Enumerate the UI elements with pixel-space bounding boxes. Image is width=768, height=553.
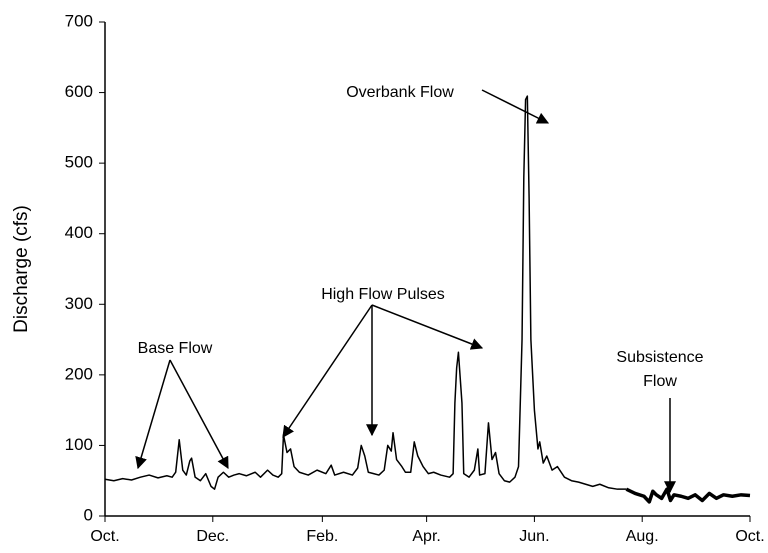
x-tick-label: Aug.	[626, 528, 659, 545]
y-tick-label: 200	[65, 364, 93, 383]
flow-line	[104, 95, 627, 490]
annotation: Flow	[643, 373, 677, 390]
y-tick-label: 300	[65, 294, 93, 313]
y-tick-label: 100	[65, 435, 93, 454]
annotation: Base Flow	[138, 340, 213, 357]
x-tick-label: Jun.	[519, 528, 549, 545]
x-tick-label: Dec.	[196, 528, 229, 545]
x-tick-label: Oct.	[90, 528, 119, 545]
annotation-arrow	[169, 359, 229, 470]
x-tick-label: Apr.	[412, 528, 440, 545]
x-tick-label: Feb.	[306, 528, 338, 545]
annotation: High Flow Pulses	[321, 286, 445, 303]
flow-line	[625, 487, 751, 504]
x-tick-label: Oct.	[735, 528, 764, 545]
annotation: Overbank Flow	[346, 84, 454, 101]
y-tick-label: 0	[84, 505, 93, 524]
y-tick-label: 700	[65, 11, 93, 30]
annotation: Subsistence	[616, 349, 703, 366]
annotation-arrow	[481, 89, 550, 124]
y-tick-label: 400	[65, 223, 93, 242]
annotation-arrow	[135, 359, 171, 470]
annotation-arrow	[282, 304, 373, 438]
y-axis-label: Discharge (cfs)	[11, 205, 32, 333]
y-tick-label: 500	[65, 153, 93, 172]
y-tick-label: 600	[65, 82, 93, 101]
annotation-arrow	[371, 304, 484, 350]
